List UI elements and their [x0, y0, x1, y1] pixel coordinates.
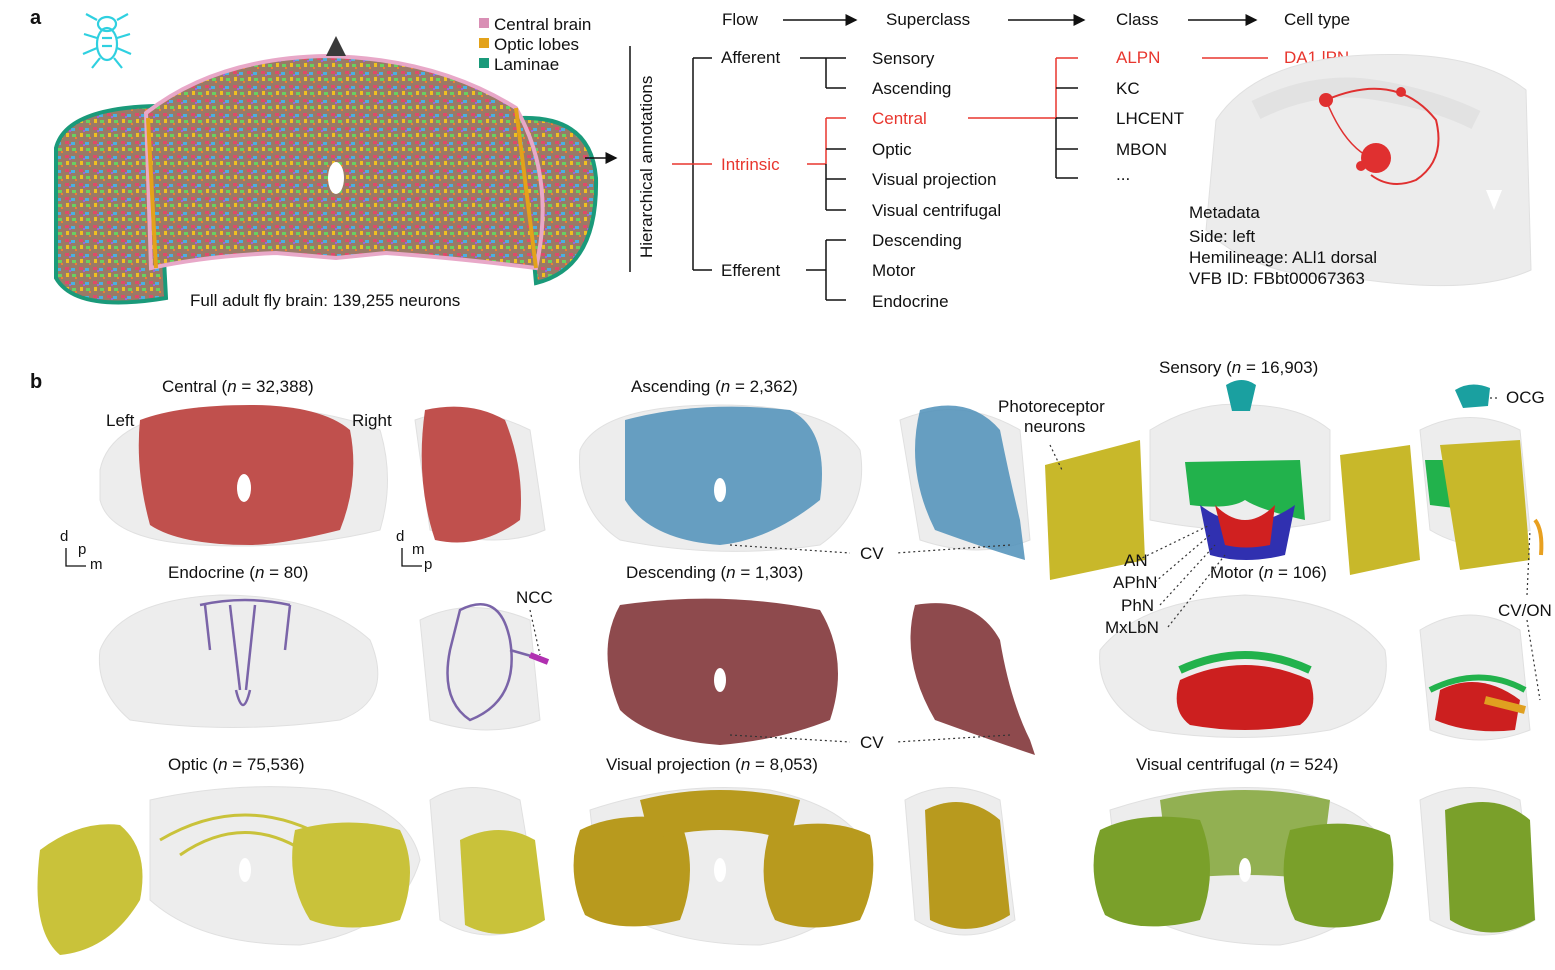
cv-on-label: CV/ON — [1498, 601, 1552, 620]
legend-swatch-optic-lobes — [479, 38, 489, 48]
legend-laminae: Laminae — [494, 55, 560, 74]
metadata-hemilineage: Hemilineage: ALl1 dorsal — [1189, 248, 1378, 267]
fly-icon — [82, 13, 132, 69]
class-mbon: MBON — [1116, 140, 1167, 159]
superclass-visual-centrifugal: Visual centrifugal — [872, 201, 1002, 220]
visual-centrifugal-title: Visual centrifugal (n = 524) — [1136, 755, 1339, 774]
superclass-endocrine: Endocrine — [872, 292, 949, 311]
visual-projection-title: Visual projection (n = 8,053) — [606, 755, 818, 774]
ocg-label: OCG — [1506, 388, 1545, 407]
legend-central-brain: Central brain — [494, 15, 592, 34]
superclass-central: Central — [872, 109, 927, 128]
ncc-label: NCC — [516, 588, 553, 607]
metadata-title: Metadata — [1189, 203, 1260, 222]
nerve-phn: PhN — [1121, 596, 1155, 615]
axis2-p: p — [424, 556, 433, 573]
class-alpn: ALPN — [1116, 48, 1161, 67]
descending-title: Descending (n = 1,303) — [626, 563, 804, 582]
endocrine-title: Endocrine (n = 80) — [168, 563, 309, 582]
photoreceptor-label-1: Photoreceptor — [998, 397, 1105, 416]
superclass-descending: Descending — [872, 231, 962, 250]
legend-optic-lobes: Optic lobes — [494, 35, 580, 54]
full-brain-image — [54, 36, 599, 305]
cv-label-2: CV — [860, 733, 884, 752]
superclass-visual-projection: Visual projection — [872, 170, 997, 189]
axis2-d: d — [396, 528, 405, 545]
superclass-motor: Motor — [872, 261, 916, 280]
flow-intrinsic: Intrinsic — [721, 155, 780, 174]
ascending-title: Ascending (n = 2,362) — [631, 377, 798, 396]
photoreceptor-label-2: neurons — [1024, 417, 1086, 436]
nerve-mxlbn: MxLbN — [1105, 618, 1159, 637]
flow-afferent: Afferent — [721, 48, 781, 67]
class-header: Class — [1116, 10, 1159, 29]
flow-header: Flow — [722, 10, 758, 29]
panel-a-letter: a — [30, 7, 42, 29]
legend-swatch-laminae — [479, 58, 489, 68]
axis2-m: m — [412, 541, 425, 558]
sensory-title: Sensory (n = 16,903) — [1159, 358, 1319, 377]
superclass-header: Superclass — [886, 10, 971, 29]
metadata-vfb-id: VFB ID: FBbt00067363 — [1189, 269, 1365, 288]
axis1-d: d — [60, 528, 69, 545]
motor-title: Motor (n = 106) — [1210, 563, 1327, 582]
class-ellipsis: ... — [1116, 165, 1131, 184]
superclass-sensory: Sensory — [872, 49, 935, 68]
legend-swatch-central-brain — [479, 18, 489, 28]
single-neuron-image — [1205, 53, 1532, 287]
central-title: Central (n = 32,388) — [162, 377, 314, 396]
nerve-an: AN — [1124, 551, 1148, 570]
right-label: Right — [352, 411, 392, 430]
left-label: Left — [106, 411, 135, 430]
superclass-optic: Optic — [872, 140, 912, 159]
panel-b-letter: b — [30, 371, 43, 393]
cell-type-header: Cell type — [1284, 10, 1351, 29]
flow-efferent: Efferent — [721, 261, 781, 280]
axis1-m: m — [90, 556, 103, 573]
cv-label-1: CV — [860, 544, 884, 563]
metadata-side: Side: left — [1189, 227, 1256, 246]
superclass-ascending: Ascending — [872, 79, 952, 98]
class-kc: KC — [1116, 79, 1140, 98]
class-lhcent: LHCENT — [1116, 109, 1185, 128]
nerve-aphn: APhN — [1113, 573, 1158, 592]
axis1-p: p — [78, 541, 87, 558]
brain-caption: Full adult fly brain: 139,255 neurons — [190, 291, 461, 310]
optic-title: Optic (n = 75,536) — [168, 755, 305, 774]
